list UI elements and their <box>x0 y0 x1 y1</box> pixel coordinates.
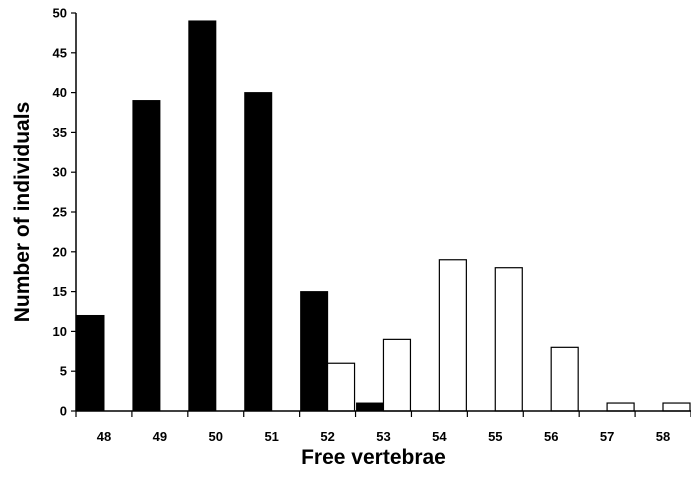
bar-series2-57 <box>606 402 635 412</box>
bars-group <box>76 20 691 412</box>
bar-series1-50 <box>188 20 217 412</box>
y-tick-label-35: 35 <box>53 125 67 140</box>
bar-series1-51 <box>244 92 273 412</box>
x-axis-title: Free vertebrae <box>301 446 446 469</box>
y-tick-label-40: 40 <box>53 85 67 100</box>
y-tick-label-30: 30 <box>53 165 67 180</box>
bar-series2-53 <box>382 338 412 412</box>
y-tick-label-20: 20 <box>53 244 67 259</box>
y-tick-label-0: 0 <box>60 404 67 419</box>
y-tick-label-50: 50 <box>53 6 67 21</box>
y-tick-label-10: 10 <box>53 324 67 339</box>
x-tick-label-49: 49 <box>153 429 167 444</box>
x-tick-label-52: 52 <box>320 429 334 444</box>
bar-series2-56 <box>550 346 579 412</box>
x-tick-label-53: 53 <box>376 429 390 444</box>
bar-series2-58 <box>662 402 691 412</box>
bar-series1-52 <box>300 291 329 412</box>
bar-series2-54 <box>438 259 467 412</box>
x-ticks-group: 48 49 50 51 52 53 54 55 56 57 58 <box>75 411 691 444</box>
y-tick-label-45: 45 <box>53 45 67 60</box>
x-tick-label-48: 48 <box>97 429 111 444</box>
y-axis-title: Number of individuals <box>11 102 34 323</box>
x-tick-label-50: 50 <box>209 429 223 444</box>
bar-series1-48 <box>76 314 105 412</box>
x-tick-label-56: 56 <box>544 429 558 444</box>
y-tick-label-15: 15 <box>53 284 67 299</box>
x-tick-label-54: 54 <box>432 429 447 444</box>
y-tick-label-25: 25 <box>53 205 67 220</box>
bar-series2-55 <box>494 267 523 412</box>
y-tick-label-5: 5 <box>60 364 67 379</box>
y-ticks-group: 0 5 10 15 20 25 30 35 40 45 50 <box>53 6 76 419</box>
x-tick-label-55: 55 <box>488 429 502 444</box>
bar-series1-49 <box>132 100 161 412</box>
bar-series1-53 <box>356 402 385 412</box>
bar-series2-52 <box>326 362 356 412</box>
x-tick-label-57: 57 <box>600 429 614 444</box>
x-tick-label-58: 58 <box>656 429 670 444</box>
x-tick-label-51: 51 <box>264 429 278 444</box>
